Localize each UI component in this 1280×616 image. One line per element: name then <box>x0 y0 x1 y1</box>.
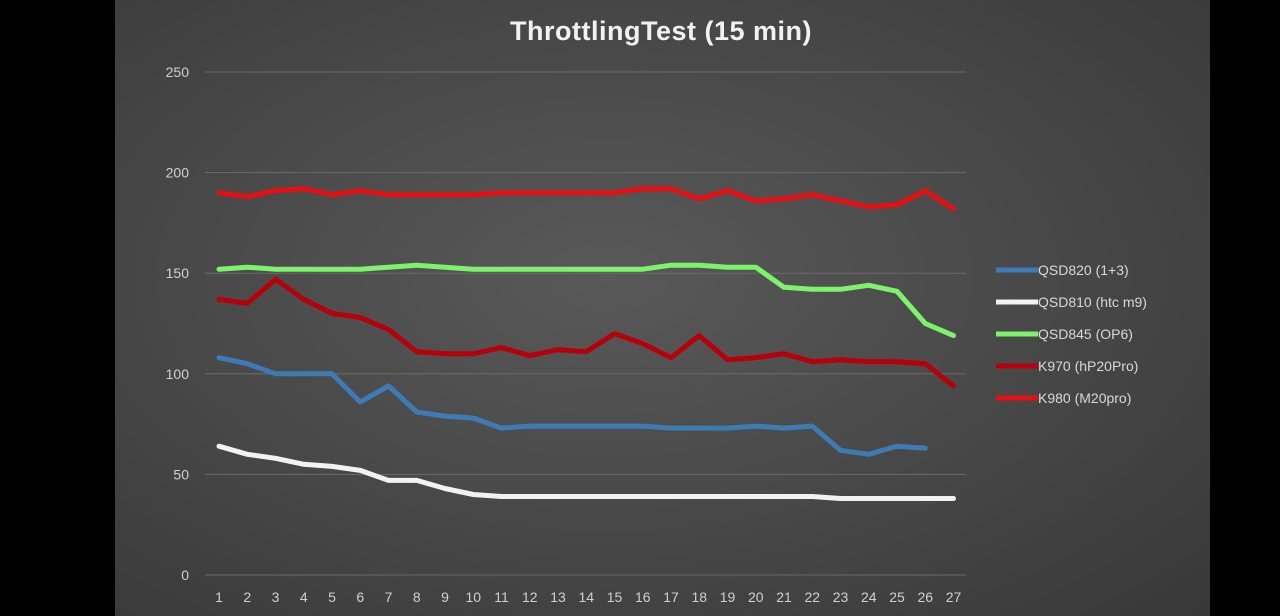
legend-label: K970 (hP20Pro) <box>1038 358 1138 374</box>
x-tick-label: 25 <box>889 589 905 605</box>
x-tick-label: 1 <box>215 589 223 605</box>
x-tick-label: 9 <box>441 589 449 605</box>
series-line-1 <box>216 443 956 501</box>
legend-label: QSD845 (OP6) <box>1038 326 1133 342</box>
x-tick-label: 14 <box>578 589 594 605</box>
x-tick-label: 21 <box>776 589 792 605</box>
legend-label: QSD820 (1+3) <box>1038 262 1129 278</box>
legend: QSD820 (1+3) QSD810 (htc m9) QSD845 (OP6) K… <box>996 262 1147 406</box>
legend-item: K980 (M20pro) <box>996 390 1131 406</box>
x-tick-label: 8 <box>413 589 421 605</box>
series-line-2 <box>216 262 956 339</box>
throttling-line-chart: ThrottlingTest (15 min) 050100150200250 … <box>166 16 1147 605</box>
x-tick-label: 20 <box>748 589 764 605</box>
y-tick-label: 100 <box>166 366 190 382</box>
x-tick-label: 27 <box>946 589 962 605</box>
x-tick-label: 15 <box>607 589 623 605</box>
x-axis-ticks: 1 2 3 4 5 6 7 8 9 10 11 12 13 14 15 16 17 18 19 20 21 22 23 24 2… <box>215 589 961 605</box>
y-tick-label: 0 <box>181 567 189 583</box>
x-tick-label: 4 <box>300 589 308 605</box>
x-tick-label: 17 <box>663 589 679 605</box>
x-tick-label: 26 <box>917 589 933 605</box>
y-tick-label: 200 <box>166 165 190 181</box>
x-tick-label: 11 <box>494 589 509 605</box>
legend-item: QSD845 (OP6) <box>996 326 1133 342</box>
x-tick-label: 3 <box>272 589 280 605</box>
series-line-4 <box>216 186 956 212</box>
y-tick-label: 150 <box>166 265 190 281</box>
series-lines <box>216 186 956 501</box>
series-line-0 <box>216 355 928 457</box>
x-tick-label: 19 <box>720 589 736 605</box>
x-tick-label: 12 <box>522 589 538 605</box>
y-tick-label: 250 <box>166 64 190 80</box>
x-tick-label: 5 <box>328 589 336 605</box>
x-tick-label: 7 <box>385 589 393 605</box>
x-tick-label: 2 <box>243 589 251 605</box>
legend-item: QSD810 (htc m9) <box>996 294 1147 310</box>
legend-label: QSD810 (htc m9) <box>1038 294 1147 310</box>
x-tick-label: 16 <box>635 589 651 605</box>
x-tick-label: 18 <box>691 589 707 605</box>
legend-item: K970 (hP20Pro) <box>996 358 1138 374</box>
x-tick-label: 10 <box>465 589 481 605</box>
x-tick-label: 13 <box>550 589 566 605</box>
y-axis-ticks: 0 50 100 150 200 250 <box>166 64 190 583</box>
legend-label: K980 (M20pro) <box>1038 390 1131 406</box>
chart-title: ThrottlingTest (15 min) <box>510 16 812 46</box>
x-tick-label: 23 <box>833 589 849 605</box>
legend-item: QSD820 (1+3) <box>996 262 1129 278</box>
x-tick-label: 6 <box>356 589 364 605</box>
x-tick-label: 24 <box>861 589 877 605</box>
series-line-3 <box>216 276 956 389</box>
chart-panel: ThrottlingTest (15 min) 0 50 100 150 200 250 … <box>115 0 1210 616</box>
y-tick-label: 50 <box>173 466 189 482</box>
x-tick-label: 22 <box>804 589 820 605</box>
